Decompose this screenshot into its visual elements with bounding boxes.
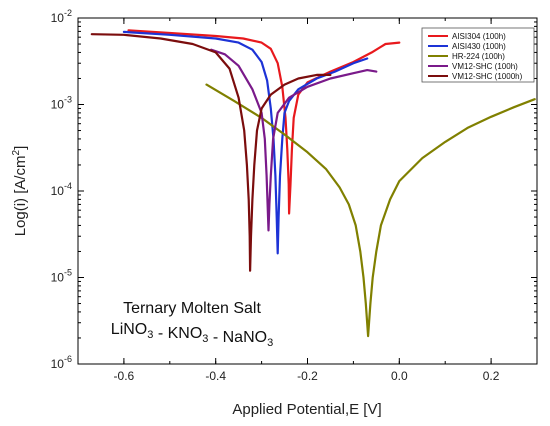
annotation-line2: LiNO3 - KNO3 - NaNO3 <box>111 321 273 349</box>
legend-label: VM12-SHC (100h) <box>452 62 518 71</box>
legend-label: HR-224 (100h) <box>452 52 505 61</box>
y-axis-title-end: ] <box>12 146 29 150</box>
plot-area <box>90 29 536 338</box>
y-tick-label: 10-6 <box>51 354 72 371</box>
x-tick-label: 0.2 <box>483 369 500 383</box>
x-tick-label: -0.6 <box>114 369 135 383</box>
series-line-2 <box>205 83 536 338</box>
y-tick-label: 10-3 <box>51 95 72 112</box>
series-line-0 <box>127 29 401 215</box>
series-line-1 <box>122 30 369 255</box>
annotation: Ternary Molten Salt LiNO3 - KNO3 - NaNO3 <box>111 300 273 349</box>
y-axis-title: Log(i) [A/cm2] <box>11 146 29 237</box>
y-tick-label: 10-5 <box>51 268 72 285</box>
series-line-3 <box>210 48 378 232</box>
y-axis-title-main: Log(i) [A/cm <box>12 155 29 236</box>
axis-ticks: -0.6 -0.4 -0.2 0.0 0.2 10-6 10-5 10-4 10-3 10-2 <box>51 8 538 383</box>
legend-label: AISI304 (100h) <box>452 32 506 41</box>
legend-label: VM12-SHC (1000h) <box>452 72 523 81</box>
annotation-line1: Ternary Molten Salt <box>123 300 261 317</box>
x-axis-title: Applied Potential,E [V] <box>232 401 381 418</box>
x-tick-label: -0.4 <box>205 369 226 383</box>
y-axis-title-sup: 2 <box>11 149 22 155</box>
x-tick-label: 0.0 <box>391 369 408 383</box>
legend-label: AISI430 (100h) <box>452 42 506 51</box>
x-tick-label: -0.2 <box>297 369 318 383</box>
y-tick-label: 10-2 <box>51 8 72 25</box>
series-line-4 <box>90 33 332 272</box>
y-tick-label: 10-4 <box>51 181 72 198</box>
legend: AISI304 (100h)AISI430 (100h)HR-224 (100h… <box>421 27 535 83</box>
